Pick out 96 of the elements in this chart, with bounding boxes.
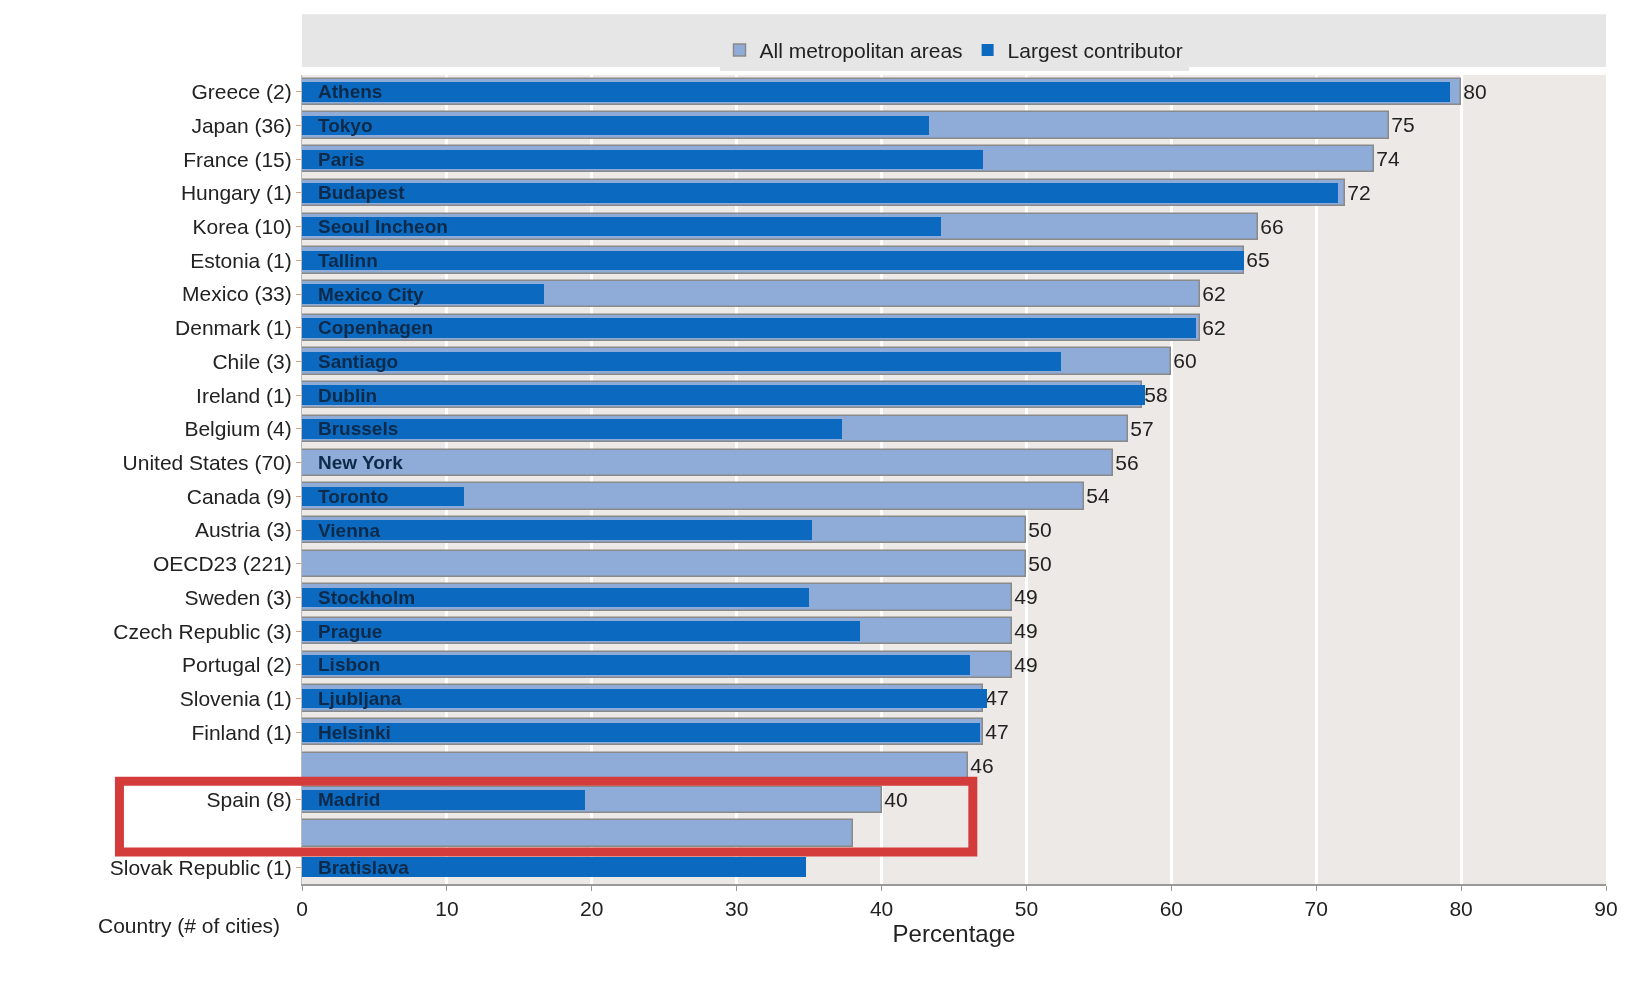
annotation: Budapest (318, 182, 406, 203)
y-tick-label: Ireland (1) (196, 383, 292, 407)
y-tick-label: Austria (3) (194, 518, 292, 542)
y-axis-title: Country (# of cities) (98, 914, 281, 937)
bar (302, 448, 1113, 476)
data-label: 46 (970, 753, 994, 777)
y-tick-label: Greece (2) (191, 80, 292, 104)
legend-label: All metropolitan areas (759, 39, 963, 63)
bar (302, 217, 941, 236)
data-label: 47 (985, 719, 1009, 743)
data-label: 66 (1260, 214, 1284, 238)
data-label: 62 (1202, 281, 1226, 305)
y-tick-label: Canada (9) (186, 484, 292, 508)
bar (302, 352, 1061, 371)
y-tick-label: OECD23 (221) (152, 552, 292, 576)
bar (302, 818, 853, 847)
annotation: Tokyo (318, 115, 373, 136)
y-tick-label: France (15) (183, 147, 292, 171)
y-tick-label: Sweden (3) (184, 585, 292, 609)
y-tick-label: Japan (36) (191, 113, 292, 137)
data-label: 50 (1028, 517, 1052, 541)
x-tick-label: 0 (296, 897, 308, 921)
annotation: Seoul Incheon (318, 216, 448, 237)
y-tick-label: Korea (10) (192, 215, 292, 239)
annotation: Tallinn (318, 250, 378, 271)
annotation: Toronto (318, 486, 389, 507)
y-tick-label: United States (70) (122, 451, 292, 474)
legend-label: Largest contributor (1007, 39, 1183, 63)
annotation: Helsinki (318, 722, 391, 743)
annotation: Stockholm (318, 587, 416, 608)
data-label: 62 (1202, 315, 1226, 339)
data-label: 65 (1246, 248, 1270, 272)
bar (302, 588, 809, 607)
annotation: Paris (318, 149, 365, 170)
annotation: Bratislava (318, 857, 410, 878)
y-tick-label: Estonia (1) (190, 248, 292, 272)
y-tick-label: Finland (1) (191, 720, 292, 744)
data-label: 72 (1347, 180, 1371, 204)
bar (302, 116, 929, 135)
x-tick-label: 50 (1014, 897, 1039, 921)
data-label: 40 (884, 787, 908, 811)
y-tick-label: Mexico (33) (182, 282, 292, 306)
annotation: Athens (318, 81, 383, 102)
bar (302, 621, 860, 641)
bar (302, 549, 1026, 577)
y-tick-label: Belgium (4) (184, 417, 292, 441)
y-tick-label: Czech Republic (3) (113, 619, 292, 643)
annotation: Vienna (318, 520, 381, 541)
annotation: Mexico City (318, 284, 425, 305)
x-tick-label: 60 (1159, 897, 1184, 921)
annotation: Prague (318, 621, 383, 642)
annotation: Dublin (318, 385, 378, 406)
data-label: 49 (1014, 652, 1038, 676)
annotation: Lisbon (318, 654, 381, 675)
bar (302, 857, 806, 877)
y-tick-label: Denmark (1) (175, 316, 292, 340)
bar (302, 655, 970, 675)
x-tick-label: 90 (1594, 897, 1618, 921)
x-tick-label: 20 (580, 897, 604, 921)
data-label: 75 (1391, 113, 1415, 137)
annotation: Ljubljana (318, 688, 402, 709)
data-label: 47 (985, 686, 1009, 710)
bar (302, 385, 1145, 405)
y-tick-label: Slovak Republic (1) (109, 855, 292, 879)
annotation: Madrid (318, 789, 381, 810)
data-label: 54 (1086, 484, 1110, 508)
x-tick-label: 30 (724, 897, 749, 921)
data-label: 60 (1173, 349, 1197, 373)
bar (302, 689, 987, 708)
bar (302, 82, 1450, 102)
bar (302, 790, 585, 810)
annotation: New York (318, 452, 404, 473)
annotation: Copenhagen (318, 317, 434, 338)
x-tick-label: 80 (1449, 897, 1473, 921)
data-label: 56 (1115, 450, 1139, 474)
bar (302, 520, 812, 540)
y-tick-label: Portugal (2) (182, 653, 292, 677)
annotation: Brussels (318, 418, 399, 439)
bar (302, 150, 983, 169)
data-label: 49 (1014, 585, 1038, 609)
x-tick-label: 10 (435, 897, 459, 921)
y-tick-label: Hungary (1) (180, 181, 292, 205)
x-tick-label: 70 (1304, 897, 1328, 921)
data-label: 57 (1130, 416, 1154, 440)
data-label: 50 (1028, 551, 1052, 575)
x-axis-title: Percentage (892, 920, 1016, 948)
data-label: 49 (1014, 618, 1038, 642)
y-tick-label: Slovenia (1) (179, 686, 292, 710)
x-tick-label: 40 (869, 897, 894, 921)
data-label: 80 (1463, 79, 1487, 103)
annotation: Santiago (318, 351, 399, 372)
y-tick-label: Spain (8) (206, 788, 292, 812)
bar (302, 419, 842, 439)
data-label: 58 (1144, 382, 1168, 406)
y-tick-label: Chile (3) (212, 349, 292, 373)
data-label: 74 (1376, 146, 1400, 170)
